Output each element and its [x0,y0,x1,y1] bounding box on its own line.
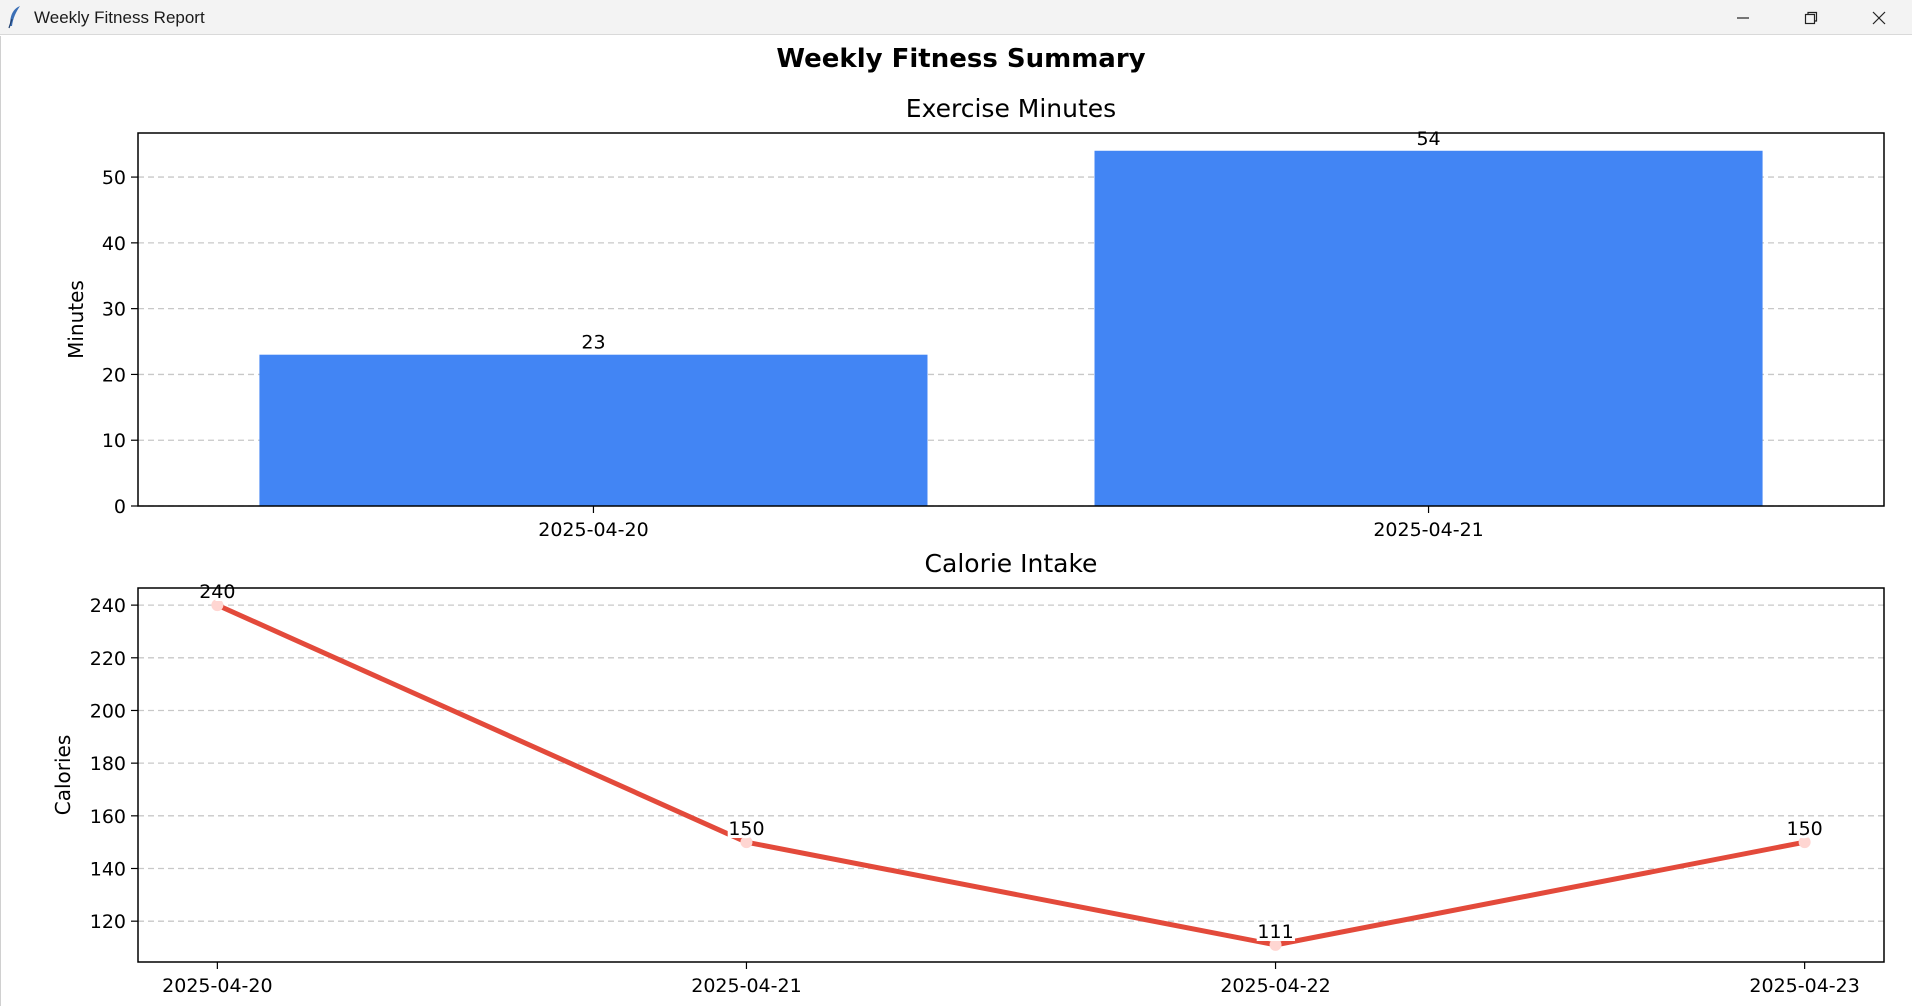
y-tick-label: 180 [90,753,126,775]
title-bar: Weekly Fitness Report [0,0,1912,35]
exercise-minutes-chart: Exercise Minutes 0 10 20 30 40 50 Minutes 2025-0… [64,94,1885,541]
calorie-intake-chart: Calorie Intake 120 140 160 180 200 220 240 Calor… [51,549,1885,997]
restore-icon [1804,11,1818,24]
y-tick-label: 160 [90,806,126,828]
feather-icon [6,5,24,29]
y-axis-label: Calories [51,735,75,816]
bar-value-label: 54 [1416,128,1440,150]
y-tick-label: 220 [90,648,126,670]
series-line [216,602,1806,948]
y-tick-label: 20 [102,364,126,386]
point-value-label: 150 [1787,818,1823,840]
data-point [211,599,224,612]
x-tick-label: 2025-04-23 [1749,975,1859,997]
restore-button[interactable] [1778,0,1844,35]
bar-value-label: 23 [581,332,605,354]
subplot-title: Exercise Minutes [906,94,1116,123]
y-tick-label: 200 [90,700,126,722]
y-tick-label: 30 [102,299,126,321]
close-icon [1872,11,1886,24]
data-point [1269,938,1282,951]
bar [1094,150,1763,506]
y-tick-label: 10 [102,430,126,452]
y-axis-label: Minutes [64,280,88,359]
y-tick-label: 140 [90,859,126,881]
y-tick-label: 120 [90,911,126,933]
minimize-button[interactable] [1710,0,1776,35]
point-value-label: 150 [728,818,764,840]
axes-frame [137,587,1885,963]
data-point [740,836,753,849]
y-tick-label: 50 [102,167,126,189]
point-value-label: 240 [199,581,235,603]
subplot-title: Calorie Intake [925,549,1098,578]
figure-suptitle: Weekly Fitness Summary [776,44,1145,74]
data-point [1798,836,1811,849]
close-button[interactable] [1846,0,1912,35]
x-tick-label: 2025-04-20 [162,975,272,997]
x-tick-label: 2025-04-20 [538,519,648,541]
axes-frame [137,132,1885,507]
minimize-icon [1737,16,1749,19]
y-tick-label: 40 [102,233,126,255]
x-tick-label: 2025-04-22 [1220,975,1330,997]
bar [259,354,928,506]
point-value-label: 111 [1257,921,1293,943]
window-title: Weekly Fitness Report [34,8,205,27]
figure-canvas: Weekly Fitness Summary Exercise Minutes 0… [0,36,1912,1006]
y-tick-label: 0 [114,496,126,518]
figure-svg: Weekly Fitness Summary Exercise Minutes 0… [51,44,1885,997]
x-tick-label: 2025-04-21 [1373,519,1483,541]
x-tick-label: 2025-04-21 [691,975,801,997]
y-tick-label: 240 [90,595,126,617]
